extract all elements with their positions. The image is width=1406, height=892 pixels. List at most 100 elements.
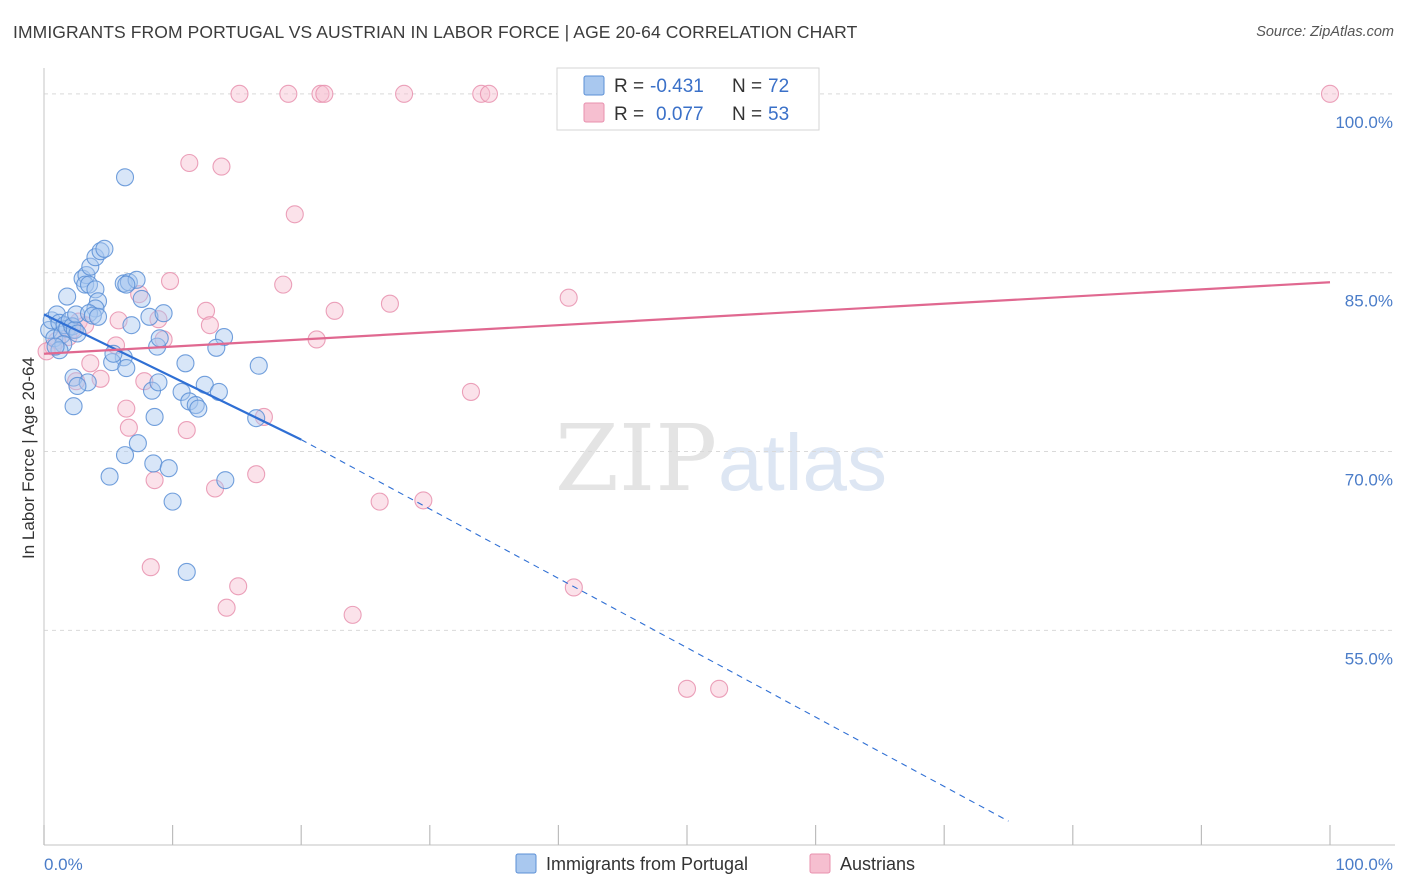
portugal-point-24 bbox=[86, 280, 105, 299]
austrians-point-1 bbox=[279, 84, 298, 103]
portugal-point-18 bbox=[81, 257, 100, 276]
austrians-point-35 bbox=[117, 399, 136, 418]
austrians-point-18 bbox=[196, 301, 216, 320]
austrians-point-6 bbox=[479, 84, 499, 103]
portugal-trendline-extension bbox=[300, 439, 1009, 822]
portugal-point-46 bbox=[68, 376, 87, 396]
y-tick-label-3: 100.0% bbox=[1335, 113, 1393, 132]
austrians-point-9 bbox=[180, 153, 199, 173]
portugal-point-45 bbox=[78, 373, 97, 392]
portugal-point-59 bbox=[207, 338, 226, 357]
portugal-point-35 bbox=[140, 307, 159, 326]
austrians-point-34 bbox=[135, 372, 154, 391]
portugal-trendline bbox=[43, 313, 302, 441]
portugal-point-70 bbox=[115, 168, 135, 187]
portugal-point-44 bbox=[64, 368, 83, 387]
y-tick-label-1: 70.0% bbox=[1345, 471, 1393, 490]
portugal-point-69 bbox=[177, 562, 196, 582]
austrians-point-17 bbox=[325, 301, 344, 320]
portugal-point-62 bbox=[115, 446, 135, 465]
austrians-point-50 bbox=[677, 679, 697, 698]
austrians-point-14 bbox=[130, 285, 149, 304]
bottom-legend-swatch-blue bbox=[515, 853, 537, 874]
portugal-points bbox=[40, 168, 268, 582]
austrians-point-3 bbox=[315, 84, 334, 103]
austrians-point-4 bbox=[395, 84, 414, 103]
portugal-point-64 bbox=[144, 454, 163, 473]
austrians-point-12 bbox=[274, 275, 293, 294]
austrians-point-16 bbox=[559, 288, 578, 307]
portugal-point-21 bbox=[95, 239, 114, 258]
austrians-point-37 bbox=[119, 418, 138, 437]
austrians-point-49 bbox=[343, 605, 362, 624]
portugal-point-42 bbox=[117, 359, 136, 378]
portugal-point-37 bbox=[122, 316, 141, 335]
portugal-point-51 bbox=[176, 354, 195, 373]
bottom-legend-portugal: Immigrants from Portugal bbox=[546, 854, 748, 874]
austrians-trendline bbox=[43, 281, 1331, 355]
austrians-point-46 bbox=[229, 577, 248, 596]
austrians-point-15 bbox=[380, 294, 399, 313]
portugal-point-49 bbox=[149, 373, 168, 392]
portugal-point-57 bbox=[189, 399, 208, 418]
austrians-point-0 bbox=[230, 84, 249, 103]
portugal-point-54 bbox=[172, 382, 191, 401]
bottom-legend-swatch-pink bbox=[809, 853, 831, 874]
austrians-point-5 bbox=[472, 84, 491, 103]
portugal-point-39 bbox=[150, 329, 169, 348]
x-tick-label-0: 0.0% bbox=[44, 855, 83, 874]
watermark-atlas: atlas bbox=[718, 418, 887, 507]
legend-n-value-pink: 53 bbox=[768, 104, 789, 125]
x-tick-label-1: 100.0% bbox=[1335, 855, 1393, 874]
bottom-legend: Immigrants from Portugal Austrians bbox=[515, 853, 915, 874]
legend-swatch-pink bbox=[583, 102, 605, 123]
portugal-point-47 bbox=[64, 397, 83, 416]
portugal-point-63 bbox=[128, 434, 147, 453]
austrians-point-36 bbox=[177, 421, 196, 440]
portugal-point-22 bbox=[76, 275, 95, 294]
austrians-points bbox=[37, 84, 1340, 698]
austrians-point-44 bbox=[414, 491, 433, 510]
austrians-point-28 bbox=[200, 316, 219, 335]
legend-r-value-pink: 0.077 bbox=[656, 104, 704, 125]
portugal-point-33 bbox=[117, 275, 136, 294]
austrians-point-48 bbox=[564, 578, 583, 597]
legend-swatch-blue bbox=[583, 75, 605, 96]
source-label: Source: ZipAtlas.com bbox=[1256, 24, 1394, 40]
portugal-point-66 bbox=[100, 467, 119, 486]
austrians-point-8 bbox=[1320, 84, 1340, 103]
portugal-point-65 bbox=[159, 459, 178, 478]
legend: R = -0.431 N = 72 R = 0.077 N = 53 bbox=[556, 67, 820, 131]
chart-title: IMMIGRANTS FROM PORTUGAL VS AUSTRIAN IN … bbox=[13, 22, 858, 42]
portugal-point-34 bbox=[132, 289, 151, 308]
tick-labels: 55.0% 70.0% 85.0% 100.0% 0.0% 100.0% bbox=[44, 113, 1393, 874]
portugal-point-36 bbox=[154, 304, 173, 323]
austrians-point-40 bbox=[145, 471, 164, 490]
portugal-point-71 bbox=[46, 337, 65, 356]
portugal-point-29 bbox=[88, 307, 108, 326]
austrians-point-47 bbox=[217, 598, 236, 617]
watermark-zip: ZIP bbox=[555, 405, 717, 512]
bottom-legend-austrians: Austrians bbox=[840, 854, 915, 874]
austrians-point-43 bbox=[370, 492, 389, 511]
trendlines bbox=[43, 281, 1331, 822]
austrians-point-51 bbox=[710, 679, 729, 698]
austrians-point-32 bbox=[81, 354, 100, 373]
portugal-point-68 bbox=[163, 492, 182, 511]
austrians-point-2 bbox=[311, 84, 330, 103]
portugal-point-60 bbox=[249, 356, 268, 375]
legend-n-label-blue: N = bbox=[732, 76, 762, 97]
portugal-point-32 bbox=[127, 270, 146, 289]
legend-r-label-blue: R = bbox=[614, 76, 644, 97]
austrians-point-13 bbox=[160, 271, 180, 291]
portugal-point-14 bbox=[58, 287, 77, 306]
y-tick-label-0: 55.0% bbox=[1345, 649, 1393, 668]
austrians-point-45 bbox=[141, 558, 160, 577]
gridlines bbox=[44, 93, 1395, 631]
austrians-point-11 bbox=[285, 205, 304, 224]
austrians-point-42 bbox=[247, 465, 266, 484]
axes bbox=[43, 68, 1395, 846]
watermark: ZIP atlas bbox=[555, 405, 887, 512]
legend-n-value-blue: 72 bbox=[768, 76, 789, 97]
